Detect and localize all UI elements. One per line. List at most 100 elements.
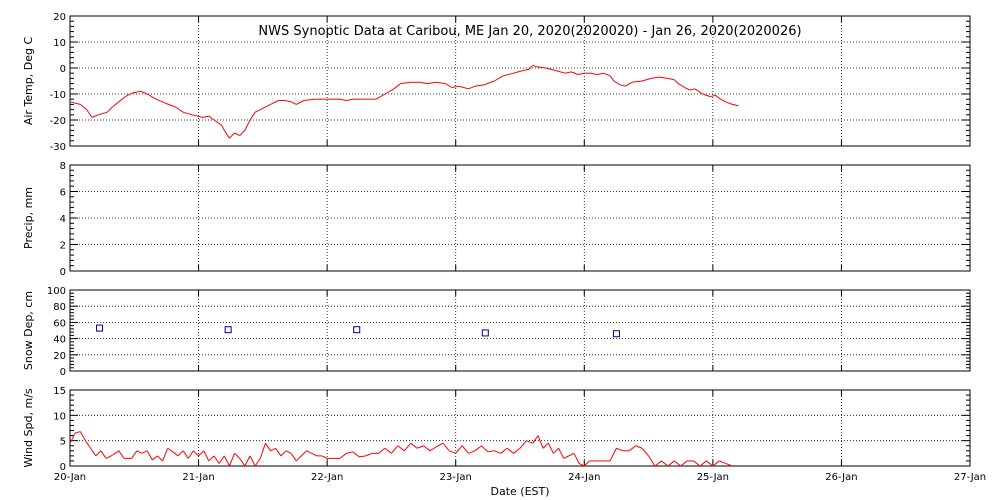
air-temp-line-segment: [296, 100, 305, 105]
wind-speed-line-segment: [436, 442, 444, 448]
wind-speed-line-segment: [141, 450, 148, 454]
air-temp-line-segment: [213, 119, 222, 126]
wind-speed-line-segment: [494, 450, 501, 454]
wind-speed-line-segment: [455, 445, 463, 454]
wind-speed-line-segment: [136, 450, 143, 454]
air-temp-line-segment: [532, 64, 537, 68]
air-temp-line-segment: [642, 77, 652, 82]
wind-speed-line-segment: [449, 450, 456, 454]
air-temp-line-segment: [732, 103, 739, 107]
air-temp-line-segment: [715, 94, 721, 100]
air-temp-line-segment: [346, 98, 353, 101]
air-temp-line-segment: [474, 84, 485, 87]
snow-depth-ytick-label: 100: [47, 286, 66, 297]
wind-speed-line-segment: [725, 463, 733, 467]
wind-speed-line-segment: [359, 455, 366, 458]
precip-y-axis-label: Precip, mm: [22, 187, 35, 249]
wind-speed-line-segment: [378, 447, 386, 454]
wind-speed-line-segment: [69, 432, 76, 444]
wind-speed-line-segment: [442, 442, 450, 452]
wind-speed-ytick-label: 10: [53, 411, 66, 422]
x-tick-label: 25-Jan: [697, 472, 729, 483]
wind-speed-line-segment: [311, 452, 318, 457]
air-temp-line-segment: [239, 130, 246, 136]
wind-speed-line-segment: [410, 442, 418, 449]
wind-speed-line-segment: [680, 460, 688, 467]
wind-speed-line-segment: [719, 460, 726, 464]
air-temp-line-segment: [223, 130, 230, 139]
air-temp-ytick-label: 0: [60, 64, 66, 75]
air-temp-line-segment: [164, 102, 176, 108]
x-tick-label: 21-Jan: [182, 472, 214, 483]
wind-speed-line-segment: [673, 460, 682, 467]
wind-speed-line-segment: [177, 450, 184, 457]
wind-speed-line-segment: [244, 455, 251, 467]
wind-speed-line-segment: [699, 460, 707, 467]
wind-speed-line-segment: [280, 450, 287, 457]
wind-speed-line-segment: [218, 455, 225, 464]
air-temp-line-segment: [427, 81, 437, 85]
air-temp-line-segment: [270, 100, 279, 105]
precip-frame: [69, 164, 971, 272]
wind-speed-line-segment: [270, 447, 276, 452]
air-temp-ytick-label: -20: [50, 116, 66, 127]
wind-speed-line-segment: [167, 447, 174, 453]
air-temp-line-segment: [183, 111, 193, 116]
air-temp-line-segment: [667, 77, 675, 81]
wind-speed-line-segment: [487, 450, 495, 453]
wind-speed-line-segment: [481, 445, 489, 453]
air-temp-line-segment: [106, 106, 113, 113]
wind-speed-line-segment: [157, 455, 163, 462]
wind-speed-line-segment: [223, 455, 230, 467]
air-temp-line-segment: [202, 115, 209, 118]
wind-speed-line-segment: [693, 460, 701, 467]
snow-depth-marker: [353, 326, 361, 334]
wind-speed-line-segment: [578, 463, 585, 467]
precip-ytick-label: 4: [60, 214, 66, 225]
wind-speed-line-segment: [146, 450, 153, 461]
air-temp-line-segment: [458, 85, 464, 88]
air-temp-line-segment: [463, 87, 469, 90]
air-temp-line-segment: [290, 101, 297, 105]
air-temp-line-segment: [146, 93, 157, 100]
wind-speed-line-segment: [151, 455, 158, 461]
air-temp-line-segment: [702, 93, 711, 98]
wind-speed-line-segment: [513, 447, 521, 454]
air-temp-y-axis-label: Air Temp, Deg C: [22, 37, 35, 126]
snow-depth-ytick-label: 80: [53, 302, 66, 313]
air-temp-ytick-label: -30: [50, 142, 66, 153]
air-temp-line-segment: [513, 70, 523, 74]
x-axis-label: Date (EST): [490, 485, 549, 498]
wind-speed-line-segment: [429, 446, 437, 452]
air-temp-line-segment: [609, 75, 615, 82]
wind-speed-line-segment: [468, 450, 476, 454]
wind-speed-line-segment: [474, 445, 482, 452]
wind-speed-line-segment: [239, 458, 246, 467]
wind-speed-line-segment: [346, 451, 353, 454]
precip-ytick-label: 8: [60, 161, 66, 172]
wind-speed-line-segment: [616, 447, 624, 452]
air-temp-line-segment: [494, 75, 504, 82]
wind-speed-line-segment: [131, 450, 138, 459]
wind-speed-line-segment: [85, 440, 91, 449]
wind-speed-line-segment: [654, 460, 662, 467]
wind-speed-line-segment: [162, 448, 169, 462]
wind-speed-line-segment: [182, 450, 189, 459]
air-temp-ytick-label: 20: [53, 12, 66, 23]
air-temp-line-segment: [710, 94, 716, 98]
wind-speed-line-segment: [519, 440, 527, 449]
x-tick-label: 23-Jan: [440, 472, 472, 483]
wind-speed-line-segment: [110, 450, 120, 457]
wind-speed-line-segment: [290, 453, 297, 462]
air-temp-ytick-label: -10: [50, 90, 66, 101]
wind-speed-line-segment: [365, 452, 373, 457]
wind-speed-y-axis-label: Wind Spd, m/s: [22, 388, 35, 468]
air-temp-line-segment: [577, 72, 585, 75]
wind-speed-line-segment: [228, 453, 236, 467]
wind-speed-line-segment: [321, 455, 328, 459]
air-temp-line-segment: [689, 88, 695, 91]
wind-speed-line-segment: [95, 450, 102, 457]
wind-speed-line-segment: [609, 448, 617, 462]
precip-ytick-label: 6: [60, 188, 66, 199]
wind-speed-line-segment: [208, 455, 215, 462]
